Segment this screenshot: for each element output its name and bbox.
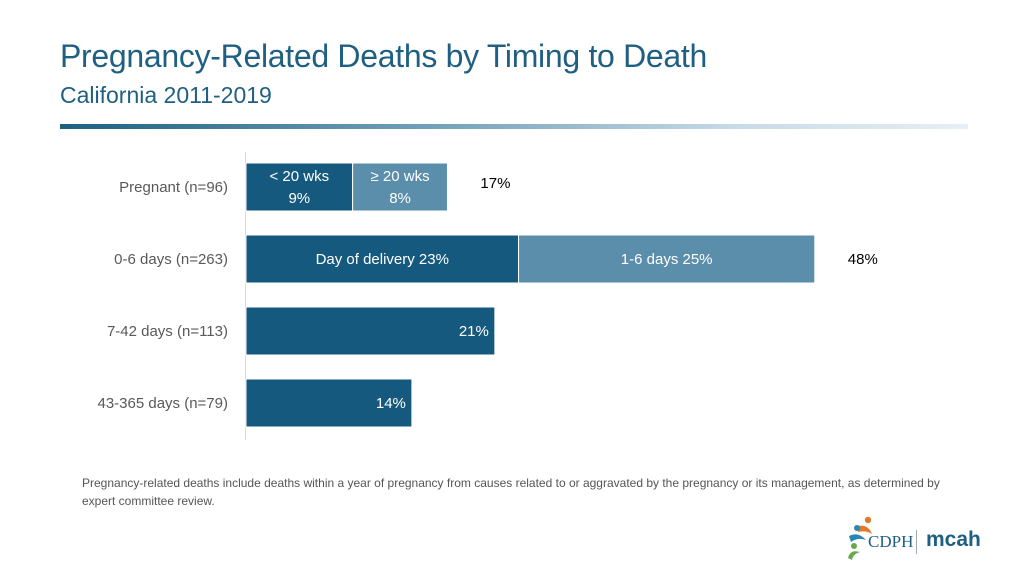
category-label: 7-42 days (n=113) [107,323,228,340]
data-label: 9% [288,190,310,207]
cdph-mcah-logo: CDPH mcah [846,512,981,562]
logo-mcah-text: mcah [926,528,981,551]
people-figures-icon [848,516,872,560]
bar-segment [245,162,354,212]
page-title: Pregnancy-Related Deaths by Timing to De… [60,38,708,74]
data-label: ≥ 20 wks [371,168,430,185]
footnote: Pregnancy-related deaths include deaths … [82,476,940,508]
bars-layer: Pregnant (n=96) < 20 wks 9% ≥ 20 wks 8% 17% 0-… [97,162,878,428]
stacked-bar-chart: Pregnant (n=96) < 20 wks 9% ≥ 20 wks 8% 17% 0-… [97,152,878,440]
bar-segment [518,234,816,284]
data-label: 14% [376,395,406,412]
category-label: 0-6 days (n=263) [114,251,228,268]
data-label: 8% [389,190,411,207]
bar-segment [245,306,496,356]
data-label: 21% [459,323,489,340]
category-label: 43-365 days (n=79) [97,395,228,412]
total-label: 17% [480,175,510,192]
logo-cdph-text: CDPH [868,532,914,551]
total-label: 48% [848,251,878,268]
data-label: < 20 wks [270,168,330,185]
data-label: Day of delivery 23% [316,251,449,268]
category-label: Pregnant (n=96) [119,179,228,196]
title-underline [60,124,968,129]
page-subtitle: California 2011-2019 [60,82,272,108]
bar-segment [245,378,413,428]
bar-segment [352,162,448,212]
data-label: 1-6 days 25% [621,251,713,268]
bar-segment [245,234,520,284]
logo-divider [916,530,917,554]
